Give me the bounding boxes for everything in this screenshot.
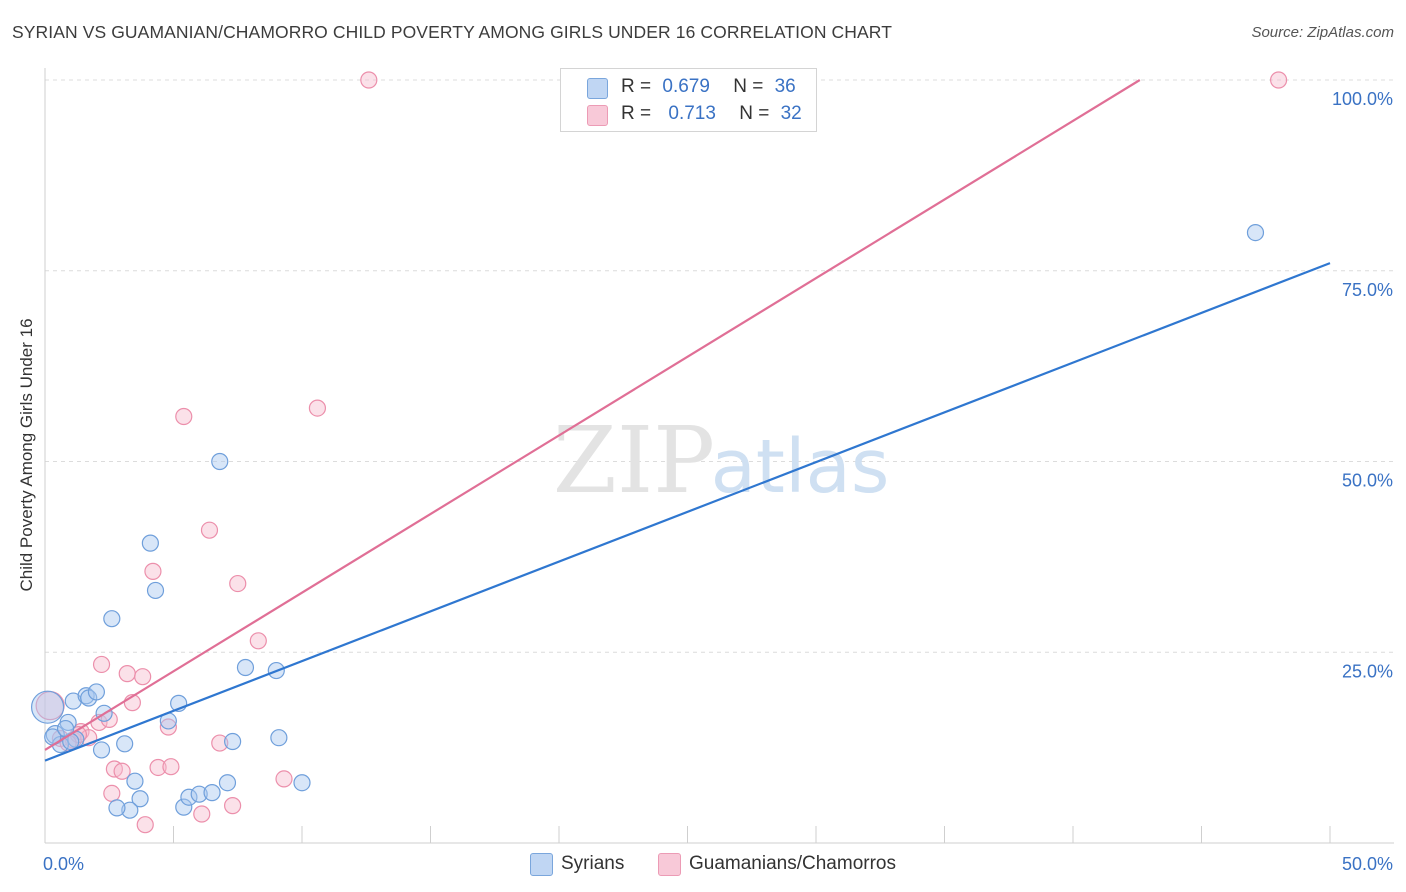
syrian-point	[126, 772, 144, 790]
trend-lines	[44, 79, 1331, 762]
syrian-point	[224, 732, 242, 751]
guam-swatch	[587, 105, 608, 126]
axes	[44, 68, 1394, 844]
y-tick-label: 75.0%	[1342, 280, 1393, 300]
guamanian-point	[118, 665, 136, 683]
syrian-point	[293, 774, 311, 792]
syrian-points	[30, 224, 1265, 819]
syrian-point	[218, 774, 237, 792]
guamanian-point	[360, 71, 378, 89]
syrian-point	[77, 687, 95, 705]
chart-title: SYRIAN VS GUAMANIAN/CHAMORRO CHILD POVER…	[12, 22, 893, 42]
syrian-point	[116, 735, 134, 753]
bottom-guam-swatch	[658, 853, 681, 876]
syrian-point	[141, 534, 159, 552]
tick-labels: 25.0% 50.0% 75.0% 100.0% 0.0% 50.0%	[43, 89, 1393, 874]
guamanian-point	[136, 816, 154, 834]
source-label: Source: ZipAtlas.com	[1251, 24, 1394, 41]
guamanian-point	[159, 718, 177, 736]
syrian-point	[1246, 224, 1265, 242]
guamanian-point	[224, 797, 242, 815]
bottom-syrian-label: Syrians	[561, 853, 625, 874]
syrian-point	[92, 741, 111, 759]
guamanian-point	[211, 734, 229, 752]
syrian-point	[270, 729, 288, 747]
guamanian-point	[308, 399, 327, 417]
guamanian-point	[1269, 71, 1288, 89]
guam-n-label: N =	[739, 103, 770, 124]
syrian-point	[175, 798, 193, 816]
syrian-point	[121, 801, 139, 819]
syrian-point	[87, 683, 106, 701]
syrian-point	[236, 658, 255, 677]
y-tick-label: 50.0%	[1342, 471, 1393, 491]
guam-n-value: 32	[780, 103, 802, 124]
x-tick-label: 50.0%	[1342, 854, 1393, 874]
guamanian-trend-line	[44, 79, 1141, 751]
guam-r-value: 0.713	[668, 103, 716, 124]
bottom-guam-label: Guamanians/Chamorros	[689, 853, 896, 874]
syrian-point	[180, 788, 198, 806]
syrian-point	[203, 784, 221, 802]
syrian-r-label: R =	[621, 76, 652, 97]
syrian-point	[211, 452, 229, 471]
syrian-swatch	[587, 78, 608, 99]
syrian-point	[103, 610, 121, 628]
guamanian-point	[200, 521, 219, 539]
y-tick-label: 25.0%	[1342, 661, 1393, 681]
guamanian-point	[103, 784, 121, 803]
syrian-point	[190, 785, 208, 803]
syrian-n-value: 36	[774, 76, 796, 97]
y-tick-label: 100.0%	[1332, 89, 1393, 109]
guam-r-label: R =	[621, 103, 652, 124]
syrian-trend-line	[44, 262, 1331, 762]
x-tick-label: 0.0%	[43, 854, 84, 874]
watermark-atlas: atlas	[711, 424, 890, 510]
guamanian-point	[113, 762, 131, 780]
y-axis-label: Child Poverty Among Girls Under 16	[17, 318, 36, 592]
guamanian-point	[229, 574, 247, 593]
correlation-legend: R = 0.679 N = 36 R = 0.713 N = 32	[560, 68, 817, 132]
guamanian-point	[162, 758, 180, 776]
syrian-point	[131, 790, 149, 808]
syrian-point	[146, 581, 165, 600]
syrian-point	[108, 799, 126, 817]
guamanian-point	[144, 562, 162, 580]
guamanian-point	[92, 655, 111, 674]
grid-lines	[45, 79, 1394, 653]
watermark: ZIP atlas	[553, 407, 890, 514]
syrian-n-label: N =	[733, 76, 764, 97]
guamanian-point	[175, 407, 193, 426]
guamanian-point	[275, 770, 293, 788]
guamanian-point	[193, 805, 211, 823]
bottom-syrian-swatch	[530, 853, 553, 876]
syrian-point	[30, 690, 65, 724]
guamanian-point	[249, 632, 267, 650]
guamanian-point	[134, 668, 152, 686]
guamanian-point	[149, 758, 167, 777]
syrian-r-value: 0.679	[662, 76, 710, 97]
watermark-zip: ZIP	[553, 407, 715, 514]
